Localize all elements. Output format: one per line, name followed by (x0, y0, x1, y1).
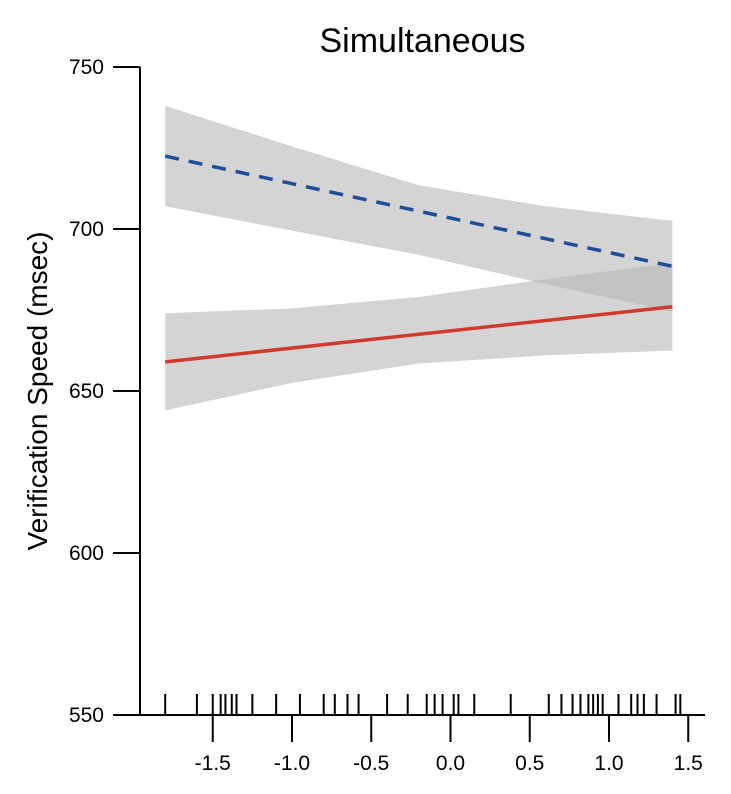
x-tick-label: -1.0 (274, 752, 310, 775)
confidence-band-2 (165, 263, 673, 411)
confidence-band-1 (165, 105, 673, 312)
x-tick-label: 1.0 (594, 752, 623, 775)
dashed-regression-line (164, 154, 673, 268)
axes: 550 600 650 700 750 -1.5 -1.0 -0.5 0.0 0.5 1.0 1.5 (69, 56, 705, 775)
y-tick-label: 600 (69, 542, 104, 565)
rug-marks (164, 694, 682, 714)
x-tick-label: 0.5 (515, 752, 544, 775)
y-tick-label: 550 (69, 704, 104, 727)
y-tick-label: 650 (69, 380, 104, 403)
y-tick-label: 750 (69, 56, 104, 79)
y-axis-label: Verification Speed (msec) (22, 231, 53, 551)
x-tick-label: -1.5 (195, 752, 231, 775)
y-tick-label: 700 (69, 218, 104, 241)
x-tick-label: 1.5 (674, 752, 703, 775)
x-tick-label: -0.5 (353, 752, 389, 775)
confidence-bands (165, 105, 673, 411)
regression-lines (164, 154, 673, 364)
x-tick-label: 0.0 (436, 752, 465, 775)
chart-title: Simultaneous (319, 22, 526, 60)
solid-regression-line (165, 305, 673, 364)
